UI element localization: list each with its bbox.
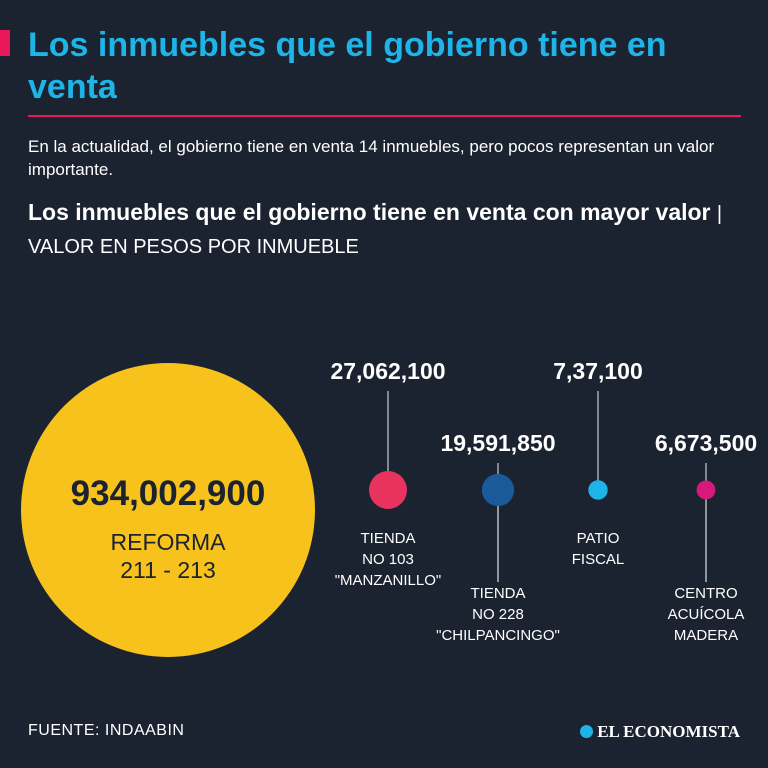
chart-title: Los inmuebles que el gobierno tiene en v… bbox=[28, 199, 711, 225]
page-title: Los inmuebles que el gobierno tiene en v… bbox=[28, 26, 667, 106]
category-label-acuicola-madera-0: CENTRO bbox=[674, 585, 737, 602]
category-label-acuicola-madera-1: ACUÍCOLA bbox=[668, 606, 745, 623]
chart-subtitle: Los inmuebles que el gobierno tiene en v… bbox=[28, 197, 748, 263]
category-label-chilpancingo-0: TIENDA bbox=[470, 585, 525, 602]
category-label-chilpancingo-1: NO 228 bbox=[472, 606, 524, 623]
category-label-reforma-1: 211 - 213 bbox=[120, 557, 215, 583]
bubble-acuicola-madera bbox=[696, 480, 716, 500]
value-label-manzanillo: 27,062,100 bbox=[330, 358, 445, 384]
category-label-patio-fiscal-0: PATIO bbox=[577, 530, 620, 547]
value-label-acuicola-madera: 6,673,500 bbox=[655, 430, 757, 456]
category-label-manzanillo-2: "MANZANILLO" bbox=[335, 572, 442, 589]
value-label-patio-fiscal: 7,37,100 bbox=[553, 358, 643, 384]
category-label-chilpancingo-2: "CHILPANCINGO" bbox=[436, 627, 560, 644]
category-label-reforma-0: REFORMA bbox=[111, 529, 227, 555]
title-divider bbox=[28, 115, 741, 117]
brand-name: EL ECONOMISTA bbox=[597, 722, 740, 741]
bubble-reforma bbox=[21, 363, 315, 657]
subtitle-separator: | bbox=[716, 203, 723, 225]
brand-logo: EL ECONOMISTA bbox=[580, 722, 740, 742]
value-label-chilpancingo: 19,591,850 bbox=[440, 430, 555, 456]
chart-unit: VALOR EN PESOS POR INMUEBLE bbox=[28, 236, 359, 258]
bubble-chilpancingo bbox=[481, 473, 515, 507]
brand-icon bbox=[580, 725, 594, 738]
category-label-patio-fiscal-1: FISCAL bbox=[572, 551, 625, 568]
value-label-reforma: 934,002,900 bbox=[71, 474, 266, 513]
bubble-patio-fiscal bbox=[588, 480, 608, 500]
bubble-manzanillo bbox=[369, 471, 407, 509]
intro-text: En la actualidad, el gobierno tiene en v… bbox=[28, 137, 715, 179]
accent-bar bbox=[0, 30, 10, 56]
source-note: FUENTE: INDAABIN bbox=[28, 722, 185, 739]
category-label-acuicola-madera-2: MADERA bbox=[674, 627, 738, 644]
category-label-manzanillo-0: TIENDA bbox=[360, 530, 415, 547]
category-label-manzanillo-1: NO 103 bbox=[362, 551, 414, 568]
